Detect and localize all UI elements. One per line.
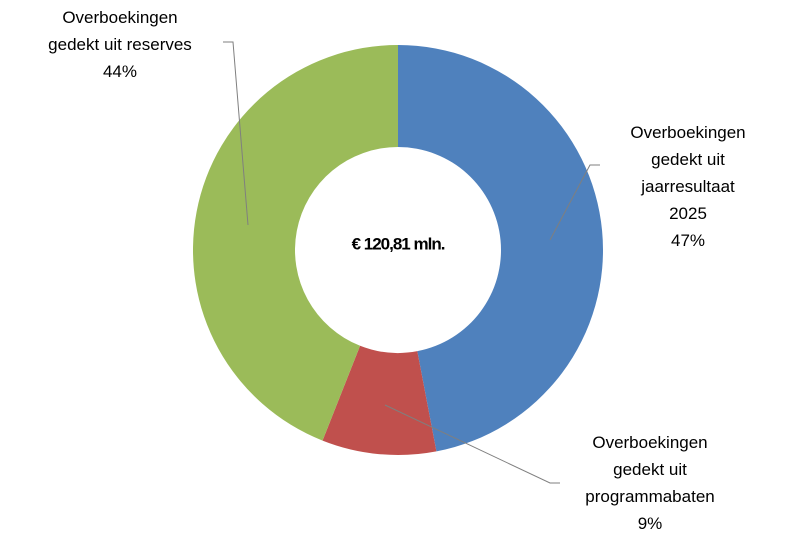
slice-label: Overboekingen gedekt uit programmabaten … (585, 429, 714, 537)
value-label: 9% (637, 514, 663, 533)
value-label: 44% (102, 62, 138, 81)
leader-line (223, 41, 249, 226)
slice-label: Overboekingen gedekt uit jaarresultaat 2… (630, 119, 745, 254)
category-label: Overboekingen gedekt uit jaarresultaat 2… (630, 123, 746, 223)
donut-segment (322, 345, 437, 455)
donut-segment (193, 45, 398, 441)
category-label: Overboekingen gedekt uit reserves (48, 8, 192, 54)
slice-label: Overboekingen gedekt uit reserves 44% (48, 4, 192, 85)
donut-segment (398, 45, 603, 452)
center-label: € 120,81 mln. (352, 234, 445, 253)
leader-line (384, 404, 560, 484)
leader-line (549, 164, 600, 241)
category-label: Overboekingen gedekt uit programmabaten (585, 433, 715, 506)
value-label: 47% (670, 231, 706, 250)
